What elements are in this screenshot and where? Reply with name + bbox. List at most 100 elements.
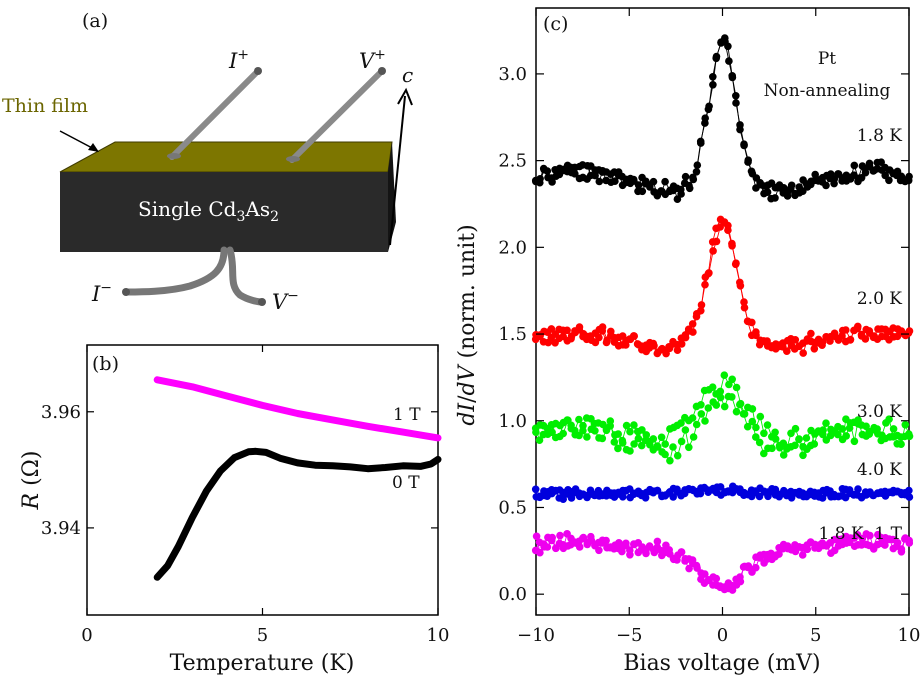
data-point <box>802 434 811 442</box>
data-point <box>708 383 717 392</box>
data-point <box>905 327 914 335</box>
lead-v-minus <box>226 246 266 306</box>
data-point <box>661 177 669 186</box>
data-point <box>688 320 697 328</box>
data-point <box>697 401 705 409</box>
data-point <box>889 425 898 433</box>
data-point <box>637 441 646 450</box>
data-point <box>539 164 548 173</box>
series-2.0-k <box>531 215 914 358</box>
data-point <box>629 332 638 340</box>
data-point <box>598 536 607 545</box>
data-point <box>822 542 831 550</box>
data-point <box>826 487 834 495</box>
data-point <box>701 114 709 122</box>
x-tick-label: 10 <box>427 625 450 646</box>
data-point <box>834 492 843 501</box>
data-point <box>755 438 764 447</box>
series-line-0t <box>153 447 442 581</box>
panel-b-x-axis-title: Temperature (K) <box>170 651 355 676</box>
data-point <box>665 344 674 353</box>
data-point <box>779 184 788 192</box>
label-i-minus: I− <box>91 280 112 306</box>
data-point <box>732 581 741 589</box>
series-label-3-0k: 3.0 K <box>857 402 902 422</box>
data-point <box>845 486 854 494</box>
y-tick-label: 2.5 <box>498 151 527 172</box>
series-line-1t <box>153 376 442 442</box>
data-point <box>736 278 744 287</box>
data-point <box>905 172 913 181</box>
data-point <box>818 341 826 350</box>
data-point <box>642 431 651 439</box>
panel-c-series <box>531 34 914 594</box>
data-point <box>692 312 701 321</box>
data-point <box>614 444 622 453</box>
data-point <box>638 543 647 551</box>
x-tick-label: 10 <box>898 625 921 646</box>
data-point <box>705 269 713 277</box>
data-point <box>637 342 646 351</box>
data-point <box>720 585 729 594</box>
data-point <box>536 331 544 339</box>
data-point <box>630 421 638 429</box>
data-point <box>626 427 634 436</box>
data-point <box>685 181 693 190</box>
device-schematic: (a) c Thin film Single Cd3As2 I+ V+ I− <box>2 10 413 314</box>
thin-film-label: Thin film <box>2 95 88 117</box>
data-point <box>630 540 638 548</box>
label-v-plus: V+ <box>359 47 386 73</box>
data-point <box>611 431 619 439</box>
lead-v-minus-tip <box>258 298 266 306</box>
data-point <box>724 226 732 234</box>
series-label-4-0k: 4.0 K <box>857 460 902 480</box>
data-point <box>822 419 830 428</box>
data-point <box>548 428 556 437</box>
data-point <box>618 172 626 181</box>
single-crystal-side <box>388 142 396 252</box>
data-point <box>669 493 677 501</box>
data-point <box>685 443 693 452</box>
data-point <box>709 247 717 255</box>
x-tick-label: 5 <box>257 625 268 646</box>
panel-b-legend-1t: 1 T <box>393 405 421 425</box>
data-point <box>645 181 654 189</box>
data-point <box>626 447 634 455</box>
data-point <box>638 187 647 196</box>
data-point <box>559 326 567 335</box>
data-point <box>850 171 858 179</box>
data-point <box>744 156 752 164</box>
data-point <box>763 421 772 429</box>
data-point <box>548 178 556 186</box>
data-point <box>819 430 827 439</box>
data-point <box>626 551 634 559</box>
lead-v-plus-tip <box>378 67 386 75</box>
label-v-minus: V− <box>272 288 299 314</box>
data-point <box>874 430 882 438</box>
data-point <box>567 163 575 172</box>
data-point <box>555 334 563 343</box>
data-point <box>850 437 859 446</box>
data-point <box>779 451 788 459</box>
panel-b-label: (b) <box>92 353 119 375</box>
panel-c-annotation-material: Pt <box>818 49 836 69</box>
data-point <box>673 556 681 564</box>
data-point <box>728 393 736 401</box>
data-point <box>685 564 693 573</box>
data-point <box>540 540 548 548</box>
data-point <box>881 541 889 549</box>
lead-i-plus <box>169 68 261 160</box>
data-point <box>803 337 811 345</box>
data-point <box>645 542 654 550</box>
crystal-label: Single Cd3As2 <box>138 197 279 225</box>
data-point <box>736 121 744 129</box>
data-point <box>747 492 756 501</box>
single-crystal-front <box>60 172 388 252</box>
data-point <box>798 551 807 559</box>
data-point <box>771 428 779 437</box>
data-point <box>681 557 689 565</box>
y-tick-label: 0.0 <box>498 584 527 605</box>
data-point <box>748 318 756 327</box>
data-point <box>559 429 567 438</box>
